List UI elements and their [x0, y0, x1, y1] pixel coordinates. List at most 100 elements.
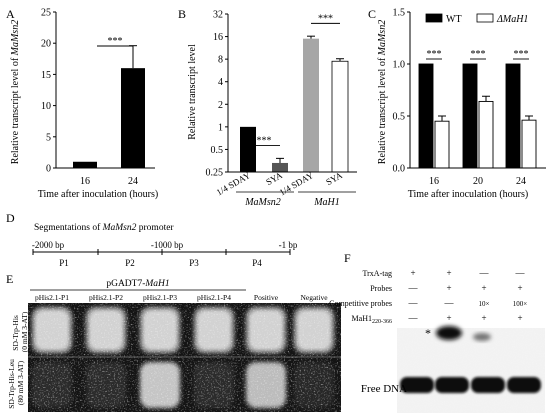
yeast-spot-row1-core	[90, 311, 122, 349]
yeast-spot-row2	[86, 362, 126, 408]
panel-a-y-tick-label: 5	[46, 132, 51, 143]
panel-d-title: Segmentations of MaMsn2 promoter	[34, 222, 174, 233]
panel-c-significance: ***	[427, 49, 442, 60]
emsa-lane-mark: —	[408, 298, 419, 308]
col-label-negative: Negative	[300, 293, 328, 302]
panel-a-x-tick-label: 16	[80, 176, 90, 187]
segment-p4: P4	[252, 258, 262, 268]
emsa-row-trxa: TrxA-tag	[363, 269, 392, 278]
emsa-lane-mark: 100×	[513, 300, 528, 308]
segment-p2: P2	[125, 258, 135, 268]
panel-e: E pGADT7-MaH1 pHis2.1-P1 pHis2.1-P2 pHis…	[6, 272, 341, 412]
panel-a-ylabel: Relative transcript level of MaMsn2	[10, 20, 21, 164]
emsa-lane-mark: +	[481, 283, 486, 293]
panel-b-group-mamsn2: MaMsn2	[244, 197, 281, 208]
col-label-p4: pHis2.1-P4	[197, 293, 231, 302]
emsa-lane-mark: +	[410, 268, 415, 278]
yeast-spot-row2	[32, 362, 72, 408]
emsa-lane-mark: +	[446, 283, 451, 293]
yeast-spot-row2	[294, 362, 334, 408]
promoter-tick-mid: -1000 bp	[151, 240, 184, 250]
panel-b-bar	[240, 126, 256, 172]
panel-b-significance: ***	[257, 135, 272, 146]
segment-p3: P3	[189, 258, 199, 268]
panel-b: B Relative transcript level 0.25 0.5 1 2 4 8 1…	[178, 7, 357, 208]
emsa-lane-mark: —	[515, 268, 526, 278]
panel-a-y-tick-label: 25	[41, 8, 51, 19]
free-dna-band-lane2	[435, 377, 469, 393]
emsa-lane-mark: —	[444, 298, 455, 308]
yeast-spot-row1-core	[250, 311, 282, 349]
legend-swatch-mah1	[476, 13, 494, 23]
panel-c-significance: ***	[514, 49, 529, 60]
emsa-row-probes: Probes	[370, 284, 392, 293]
panel-a-y-tick-label: 20	[41, 39, 51, 50]
panel-b-y-tick-label: 0.5	[211, 145, 224, 156]
yeast-spot-row1-core	[144, 311, 176, 349]
panel-b-significance: ***	[318, 13, 333, 24]
panel-a-x-ticks: 16 24	[80, 176, 138, 187]
yeast-spot-row1-core	[198, 311, 230, 349]
panel-b-y-tick-label: 0.25	[206, 168, 224, 179]
legend-label-mah1: ΔMaH1	[496, 14, 528, 25]
segment-p1: P1	[59, 258, 69, 268]
yeast-spots	[32, 307, 334, 408]
emsa-lane-mark: 10×	[479, 300, 490, 308]
panel-a-significance: ***	[108, 36, 123, 47]
legend-label-wt: WT	[446, 14, 462, 25]
emsa-lane-mark: —	[479, 268, 490, 278]
panel-c-x-ticks: 16 20 24	[429, 176, 526, 187]
panel-a-y-tick-label: 15	[41, 70, 51, 81]
emsa-lane-markers: + + — — — + + + — — 10× 100× — + + +	[408, 268, 528, 323]
panel-b-bar	[303, 38, 319, 173]
panel-a-bar	[121, 68, 145, 168]
panel-a-y-tick-label: 0	[46, 164, 51, 175]
col-label-p3: pHis2.1-P3	[143, 293, 177, 302]
panel-b-bars: *** ***	[240, 13, 349, 173]
emsa-row-protein: MaH1220-366	[352, 314, 392, 325]
panel-a-bars: ***	[73, 36, 145, 168]
panel-b-bar	[272, 162, 288, 172]
shift-marker: *	[425, 326, 431, 340]
panel-b-y-tick-label: 1	[218, 122, 223, 133]
panel-a-bar	[73, 161, 97, 168]
emsa-gel-texture	[397, 328, 545, 413]
panel-c-bars: *** *** ***	[418, 49, 537, 169]
panel-f: F TrxA-tag Probes Competitive probes MaH…	[329, 251, 545, 413]
free-dna-label: Free DNA	[361, 383, 407, 395]
panel-letter-f: F	[344, 251, 351, 265]
col-label-p1: pHis2.1-P1	[35, 293, 69, 302]
legend-swatch-wt	[425, 13, 443, 23]
shifted-band-lane3	[473, 333, 491, 341]
panel-a: A Relative transcript level of MaMsn2 0 5…	[6, 7, 158, 200]
panel-c-xlabel: Time after inoculation (hours)	[408, 189, 528, 200]
panel-e-header: pGADT7-MaH1	[106, 279, 169, 289]
emsa-lane-mark: —	[408, 313, 419, 323]
col-label-p2: pHis2.1-P2	[89, 293, 123, 302]
row-label-sd-trp-his: SD-Trp-His (0 mM 3-AT)	[11, 311, 29, 352]
panel-c-y-axis: 0.0 0.5 1.0 1.5	[393, 8, 411, 175]
yeast-spot-row2	[246, 362, 286, 408]
emsa-lane-mark: +	[446, 268, 451, 278]
panel-c-bar-mah1	[478, 100, 494, 169]
panel-b-y-axis: 0.25 0.5 1 2 4 8 16 32	[206, 10, 229, 179]
panel-c-x-tick-label: 16	[429, 176, 439, 187]
panel-c-bar-mah1	[521, 119, 537, 169]
panel-a-xlabel: Time after inoculation (hours)	[38, 189, 158, 200]
panel-b-y-tick-label: 2	[218, 100, 223, 111]
yeast-spot-row2	[194, 362, 234, 408]
panel-c-ylabel: Relative transcript level of MaMsn2	[377, 20, 388, 164]
panel-letter-e: E	[6, 272, 13, 286]
panel-c-significance: ***	[471, 49, 486, 60]
emsa-lane-mark: +	[517, 313, 522, 323]
panel-d: D Segmentations of MaMsn2 promoter -2000…	[6, 211, 298, 268]
panel-b-ylabel: Relative transcript level	[187, 44, 198, 140]
panel-c-x-tick-label: 24	[516, 176, 526, 187]
panel-c: C Relative transcript level of MaMsn2 0.…	[368, 7, 546, 200]
panel-b-y-tick-label: 16	[213, 32, 223, 43]
panel-c-bar-wt	[462, 63, 478, 169]
panel-b-y-tick-label: 32	[213, 10, 223, 21]
panel-a-y-tick-label: 10	[41, 101, 51, 112]
promoter-tick-end: -1 bp	[279, 240, 298, 250]
